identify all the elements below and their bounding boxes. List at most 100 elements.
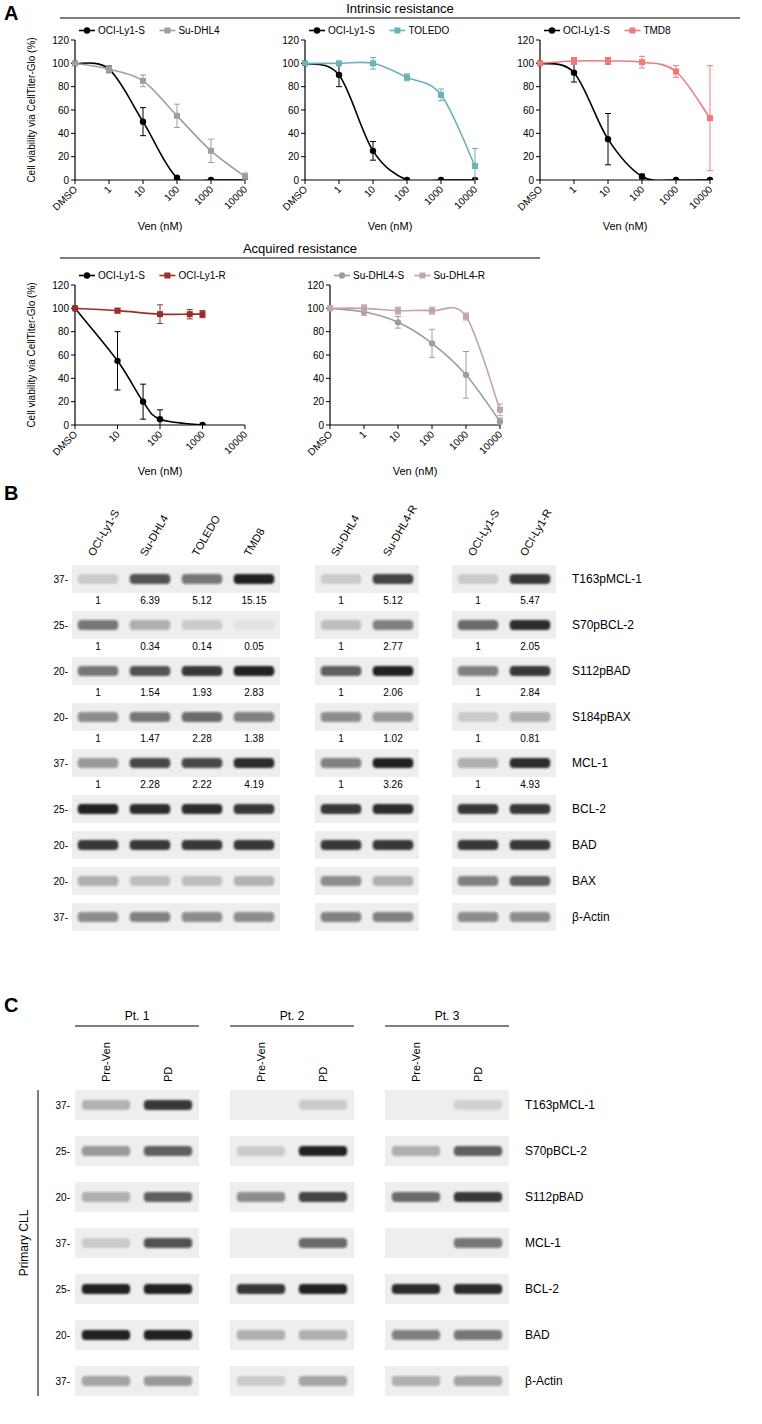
band bbox=[78, 758, 119, 768]
blot-strip bbox=[452, 831, 556, 859]
quant-label: 1.47 bbox=[140, 733, 160, 744]
band bbox=[182, 758, 223, 768]
band bbox=[234, 758, 275, 768]
blot-strip bbox=[75, 1090, 199, 1120]
error-bar bbox=[571, 58, 577, 65]
x-tick-label: 100 bbox=[627, 183, 647, 203]
error-bar bbox=[472, 149, 478, 181]
x-tick-label: 100 bbox=[162, 183, 182, 203]
y-tick bbox=[71, 331, 75, 332]
blot-strip bbox=[452, 565, 556, 593]
quant-label: 1 bbox=[338, 733, 344, 744]
x-tick bbox=[75, 180, 76, 184]
error-cap bbox=[395, 307, 401, 308]
y-tick-label: 20 bbox=[58, 396, 70, 407]
x-tick bbox=[330, 425, 331, 429]
point bbox=[72, 305, 78, 311]
band bbox=[144, 1330, 192, 1340]
band bbox=[373, 712, 414, 722]
panel-label: B bbox=[4, 482, 18, 504]
error-cap bbox=[242, 173, 248, 174]
quant-label: 2.22 bbox=[192, 779, 212, 790]
blot-strip bbox=[230, 1274, 354, 1304]
quant-label: 1 bbox=[95, 733, 101, 744]
point bbox=[472, 163, 478, 169]
point bbox=[208, 148, 214, 154]
error-bar bbox=[115, 332, 121, 390]
mw-label: 20- bbox=[54, 840, 68, 851]
lane-label: Pre-Ven bbox=[410, 1042, 422, 1082]
x-tick bbox=[245, 425, 246, 429]
band bbox=[458, 574, 499, 584]
lane-label: Su-DHL4 bbox=[328, 513, 361, 558]
y-tick bbox=[326, 355, 330, 356]
y-tick-label: 120 bbox=[307, 280, 324, 291]
error-bar bbox=[395, 317, 401, 329]
x-tick-label: 10000 bbox=[477, 428, 505, 456]
row-label: T163pMCL-1 bbox=[525, 1098, 595, 1112]
row-label: BAX bbox=[572, 874, 596, 888]
x-tick-label: 1 bbox=[567, 183, 579, 195]
band bbox=[82, 1100, 130, 1110]
error-cap bbox=[639, 56, 645, 57]
band bbox=[458, 666, 499, 676]
band bbox=[130, 758, 171, 768]
y-tick-label: 100 bbox=[517, 58, 534, 69]
error-bar bbox=[497, 404, 503, 416]
y-tick-label: 80 bbox=[313, 326, 325, 337]
legend-marker bbox=[84, 27, 90, 33]
y-tick-label: 60 bbox=[58, 105, 70, 116]
x-tick bbox=[339, 180, 340, 184]
mw-label: 20- bbox=[56, 1330, 70, 1341]
blot-strip bbox=[315, 611, 419, 639]
band bbox=[510, 758, 551, 768]
error-cap bbox=[370, 141, 376, 142]
quant-label: 1 bbox=[475, 595, 481, 606]
y-tick bbox=[536, 156, 540, 157]
blot-strip bbox=[385, 1228, 509, 1258]
band bbox=[510, 876, 551, 886]
band bbox=[237, 1146, 285, 1156]
band bbox=[454, 1330, 502, 1340]
series-line bbox=[330, 308, 500, 421]
band bbox=[78, 712, 119, 722]
band bbox=[182, 666, 223, 676]
quant-label: 5.12 bbox=[192, 595, 212, 606]
blot-strip bbox=[452, 703, 556, 731]
chart: 020406080100120DMSO110100100010000Ven (n… bbox=[515, 25, 714, 232]
side-rule bbox=[38, 1090, 39, 1396]
y-tick-label: 40 bbox=[288, 128, 300, 139]
quant-label: 3.26 bbox=[383, 779, 403, 790]
band bbox=[234, 804, 275, 814]
legend-label: OCI-Ly1-S bbox=[98, 270, 145, 281]
band bbox=[321, 712, 362, 722]
row-label: S70pBCL-2 bbox=[525, 1144, 587, 1158]
band bbox=[144, 1192, 192, 1202]
figure: ABCIntrinsic resistanceAcquired resistan… bbox=[0, 0, 762, 1424]
point bbox=[242, 174, 248, 180]
error-bar bbox=[438, 89, 444, 101]
error-cap bbox=[429, 329, 435, 330]
row-label: β-Actin bbox=[525, 1374, 563, 1388]
error-cap bbox=[429, 307, 435, 308]
y-tick-label: 100 bbox=[52, 58, 69, 69]
x-tick bbox=[364, 425, 365, 429]
blot-strip bbox=[315, 795, 419, 823]
x-tick-label: 10000 bbox=[687, 183, 715, 211]
error-cap bbox=[157, 409, 163, 410]
band bbox=[454, 1376, 502, 1386]
y-tick-label: 120 bbox=[282, 35, 299, 46]
x-tick bbox=[202, 425, 203, 429]
band bbox=[182, 712, 223, 722]
x-axis-label: Ven (nM) bbox=[603, 220, 648, 232]
legend-label: TOLEDO bbox=[408, 25, 449, 36]
mw-label: 20- bbox=[54, 876, 68, 887]
blot-strip bbox=[75, 1228, 199, 1258]
point bbox=[463, 314, 469, 320]
point bbox=[438, 177, 444, 180]
error-bar bbox=[140, 384, 146, 419]
group-title: Pt. 2 bbox=[280, 1009, 305, 1023]
blot-strip bbox=[230, 1090, 354, 1120]
band bbox=[82, 1330, 130, 1340]
point bbox=[187, 311, 193, 317]
